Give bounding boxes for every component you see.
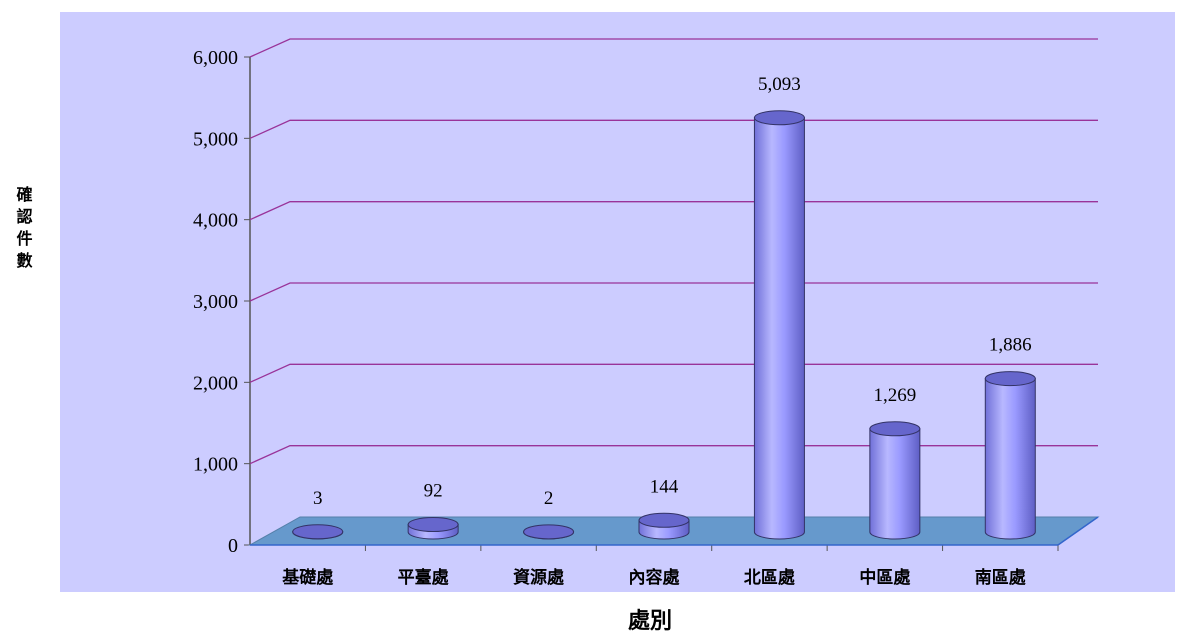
bar-top xyxy=(407,517,459,533)
y-tick-label: 0 xyxy=(228,535,238,557)
x-tick-label: 基礎處 xyxy=(281,567,334,587)
data-label: 5,093 xyxy=(758,74,801,95)
x-axis-title: 處別 xyxy=(628,608,672,633)
y-tick-label: 6,000 xyxy=(193,47,238,69)
data-label: 1,269 xyxy=(873,385,916,406)
x-tick-label: 內容處 xyxy=(629,567,681,587)
gridline xyxy=(249,363,1098,383)
gridline xyxy=(249,282,1098,302)
x-axis-edge xyxy=(1057,516,1099,546)
y-axis-ticks: 0 1,000 2,000 3,000 4,000 5,000 6,000 xyxy=(193,47,238,557)
x-tick-label: 北區處 xyxy=(744,567,796,587)
y-tick-label: 5,000 xyxy=(193,128,238,150)
y-axis-title: 確認件數 xyxy=(14,185,33,274)
x-tick-label: 平臺處 xyxy=(398,567,450,587)
data-label: 1,886 xyxy=(989,335,1032,356)
bar-2 xyxy=(523,524,575,540)
bars xyxy=(292,110,1036,540)
bar-body xyxy=(984,378,1036,540)
bar-body xyxy=(753,117,805,540)
gridline xyxy=(249,445,1098,465)
bar-top xyxy=(753,110,805,126)
x-tick-label: 資源處 xyxy=(513,567,565,587)
bar-top xyxy=(869,421,921,437)
bar-top xyxy=(292,524,344,540)
bar-6 xyxy=(984,371,1036,540)
gridline xyxy=(249,201,1098,221)
y-tick-label: 2,000 xyxy=(193,372,238,394)
gridline xyxy=(249,119,1098,139)
data-labels: 3 92 2 144 5,093 1,269 1,886 xyxy=(313,74,1032,509)
x-tick-label: 中區處 xyxy=(859,567,911,587)
data-label: 3 xyxy=(313,488,323,509)
y-tick-label: 4,000 xyxy=(193,210,238,232)
bar-5 xyxy=(869,421,921,540)
bar-4 xyxy=(753,110,805,540)
bar-0 xyxy=(292,524,344,540)
bar-1 xyxy=(407,517,459,540)
x-axis-ticks: 基礎處 平臺處 資源處 內容處 北區處 中區處 南區處 xyxy=(281,567,1027,587)
x-tick-label: 南區處 xyxy=(975,567,1027,587)
bar-top xyxy=(984,371,1036,387)
data-label: 92 xyxy=(424,481,443,502)
bar-top xyxy=(523,524,575,540)
gridline xyxy=(249,38,1098,58)
bar-3 xyxy=(638,512,690,540)
y-tick-label: 3,000 xyxy=(193,291,238,313)
gridlines xyxy=(244,38,1098,551)
bar-body xyxy=(869,428,921,540)
bar-top xyxy=(638,512,690,528)
data-label: 144 xyxy=(650,476,679,497)
y-tick-label: 1,000 xyxy=(193,454,238,476)
data-label: 2 xyxy=(544,488,554,509)
